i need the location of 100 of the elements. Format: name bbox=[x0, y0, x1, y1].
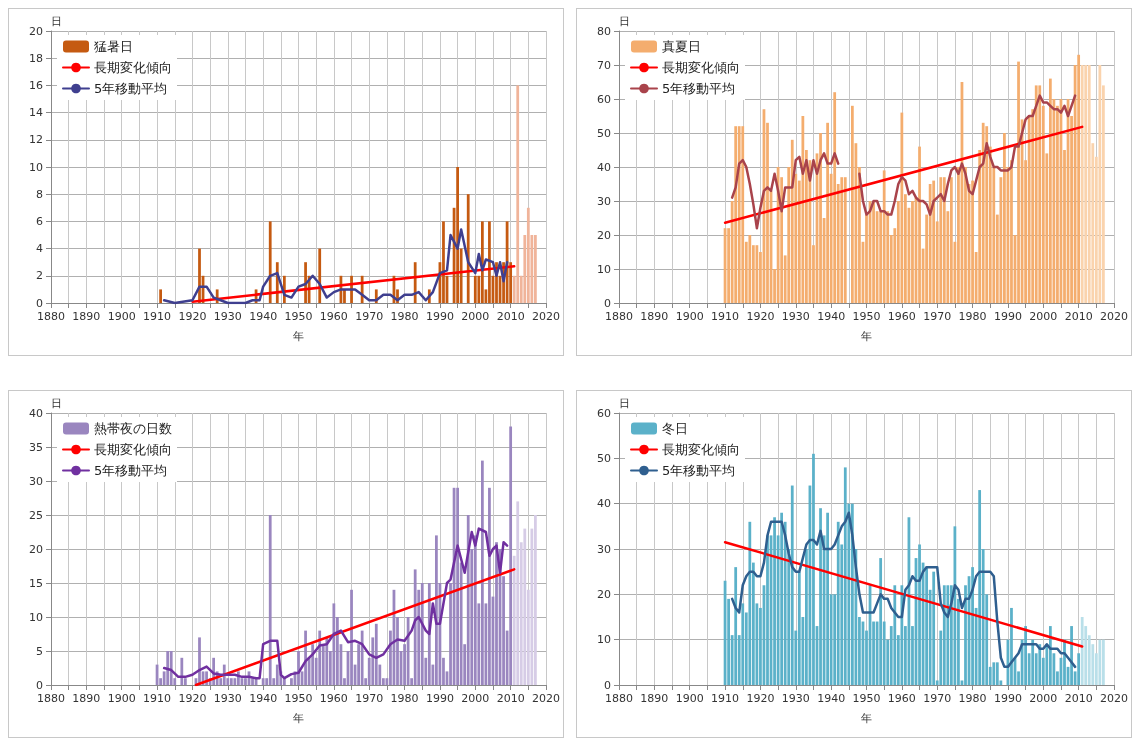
bar bbox=[843, 467, 847, 685]
y-tick-label: 40 bbox=[29, 406, 43, 420]
bar bbox=[488, 487, 491, 685]
bar bbox=[526, 207, 530, 303]
bar bbox=[473, 275, 477, 303]
x-tick-label: 1890 bbox=[640, 310, 669, 323]
bar bbox=[1017, 61, 1020, 303]
bar bbox=[1034, 85, 1038, 303]
bar bbox=[900, 112, 904, 303]
x-tick-label: 1990 bbox=[425, 692, 454, 705]
x-tick-label: 1880 bbox=[605, 692, 633, 705]
bar bbox=[466, 194, 470, 303]
bar bbox=[1010, 160, 1013, 303]
bar bbox=[942, 177, 946, 303]
legend-label: 長期変化傾向 bbox=[662, 442, 740, 457]
y-tick-label: 10 bbox=[597, 262, 611, 276]
bar bbox=[893, 585, 897, 685]
legend-label: 5年移動平均 bbox=[662, 81, 736, 96]
legend-label: 長期変化傾向 bbox=[94, 60, 172, 75]
x-tick-label: 1970 bbox=[923, 310, 952, 323]
bar bbox=[435, 535, 438, 685]
bar bbox=[882, 170, 886, 303]
y-tick-label: 0 bbox=[36, 678, 43, 692]
bar bbox=[534, 515, 537, 685]
y-tick-label: 6 bbox=[36, 214, 43, 228]
x-axis-title: 年 bbox=[293, 330, 304, 343]
x-tick-label: 1970 bbox=[355, 310, 384, 323]
x-tick-label: 1900 bbox=[107, 692, 136, 705]
y-tick-label: 35 bbox=[29, 440, 43, 454]
bar bbox=[374, 623, 378, 685]
y-axis-title: 日 bbox=[51, 15, 62, 28]
y-axis-title: 日 bbox=[619, 397, 630, 410]
y-tick-label: 4 bbox=[36, 242, 43, 256]
x-tick-label: 2010 bbox=[496, 692, 525, 705]
bar bbox=[350, 589, 353, 685]
bar bbox=[1080, 617, 1084, 685]
y-tick-label: 40 bbox=[597, 497, 611, 511]
bar bbox=[790, 139, 794, 303]
x-tick-label: 1970 bbox=[355, 692, 384, 705]
x-tick-label: 1900 bbox=[107, 310, 136, 323]
x-tick-label: 1970 bbox=[923, 692, 952, 705]
x-tick-label: 1980 bbox=[958, 692, 987, 705]
x-axis-title: 年 bbox=[861, 712, 872, 725]
y-tick-label: 10 bbox=[29, 160, 43, 174]
bar bbox=[420, 583, 424, 685]
x-tick-label: 1950 bbox=[852, 692, 881, 705]
bar bbox=[1048, 78, 1052, 303]
y-tick-label: 30 bbox=[29, 474, 43, 488]
x-axis-title: 年 bbox=[861, 330, 872, 343]
y-tick-label: 16 bbox=[29, 78, 43, 92]
bar bbox=[332, 603, 336, 685]
bar bbox=[981, 122, 985, 303]
bar bbox=[819, 133, 822, 303]
x-tick-label: 1940 bbox=[249, 310, 278, 323]
bar bbox=[1102, 639, 1105, 685]
y-tick-label: 0 bbox=[36, 296, 43, 310]
bar bbox=[741, 603, 745, 685]
bar bbox=[971, 180, 974, 303]
bar bbox=[734, 126, 738, 303]
y-tick-label: 0 bbox=[604, 678, 611, 692]
x-tick-label: 2020 bbox=[1100, 692, 1128, 705]
x-tick-label: 1990 bbox=[425, 310, 454, 323]
x-tick-label: 1930 bbox=[213, 692, 242, 705]
bar bbox=[766, 535, 769, 685]
bar bbox=[978, 490, 982, 685]
bar bbox=[826, 122, 829, 303]
bar bbox=[836, 521, 840, 685]
y-tick-label: 20 bbox=[29, 542, 43, 556]
x-tick-label: 1880 bbox=[37, 310, 65, 323]
y-tick-label: 25 bbox=[29, 508, 43, 522]
x-tick-label: 1950 bbox=[852, 310, 881, 323]
legend-label: 真夏日 bbox=[662, 39, 701, 54]
x-tick-label: 1940 bbox=[249, 692, 278, 705]
bar bbox=[925, 567, 928, 685]
y-tick-label: 50 bbox=[597, 451, 611, 465]
x-tick-label: 2000 bbox=[461, 692, 490, 705]
bar bbox=[939, 177, 943, 303]
bar bbox=[534, 235, 537, 303]
bar bbox=[456, 167, 459, 303]
bar bbox=[932, 571, 936, 685]
legend-label: 猛暑日 bbox=[94, 39, 133, 54]
x-tick-label: 2010 bbox=[1064, 310, 1093, 323]
x-tick-label: 1950 bbox=[284, 692, 313, 705]
x-tick-label: 1940 bbox=[817, 692, 846, 705]
bar bbox=[297, 651, 300, 685]
y-tick-label: 10 bbox=[597, 633, 611, 647]
x-tick-label: 1900 bbox=[675, 692, 704, 705]
x-tick-label: 1890 bbox=[640, 692, 669, 705]
x-tick-label: 2000 bbox=[1029, 692, 1058, 705]
bar bbox=[360, 630, 364, 685]
bar bbox=[325, 637, 329, 685]
bar bbox=[1048, 626, 1052, 685]
x-tick-label: 2010 bbox=[496, 310, 525, 323]
bar bbox=[1038, 85, 1042, 303]
bar bbox=[311, 644, 315, 685]
bar bbox=[734, 567, 738, 685]
legend-label: 熱帯夜の日数 bbox=[94, 421, 172, 436]
x-tick-label: 1960 bbox=[319, 692, 348, 705]
bar bbox=[985, 126, 989, 303]
bar bbox=[516, 501, 520, 685]
